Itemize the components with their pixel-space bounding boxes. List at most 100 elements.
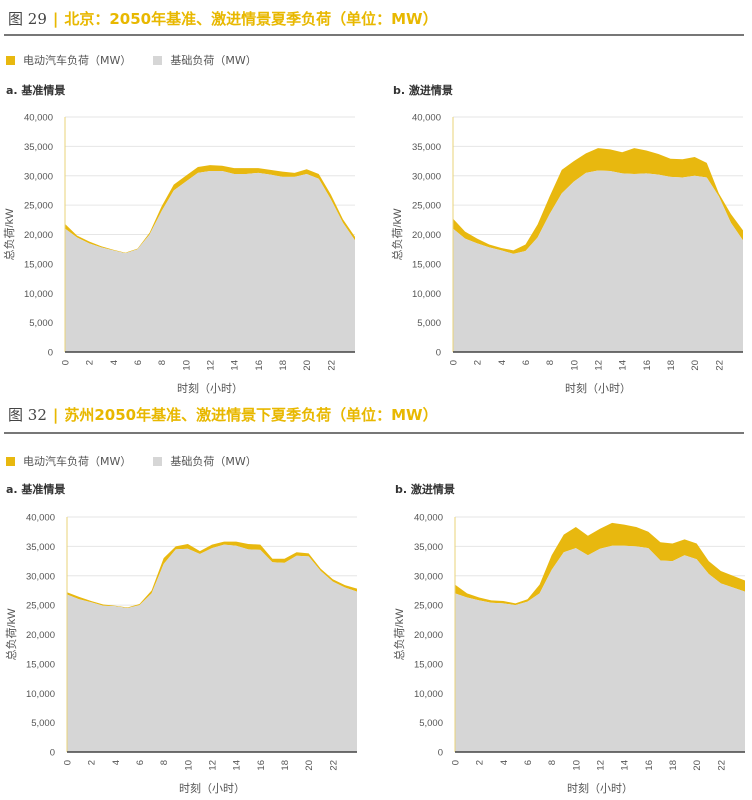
- y-tick-label: 10,000: [26, 689, 55, 700]
- y-tick-label: 10,000: [414, 689, 443, 700]
- x-tick-label: 4: [111, 760, 122, 765]
- y-tick-label: 35,000: [412, 142, 441, 153]
- figure-number-label: 图 29: [8, 10, 47, 28]
- y-tick-label: 10,000: [24, 289, 53, 300]
- y-tick-label: 5,000: [417, 318, 441, 329]
- x-tick-label: 22: [714, 360, 725, 371]
- y-tick-label: 25,000: [24, 201, 53, 212]
- x-tick-label: 6: [135, 760, 146, 765]
- x-tick-label: 20: [692, 760, 703, 771]
- legend-swatch-base: [153, 457, 163, 466]
- x-tick-label: 22: [716, 760, 727, 771]
- x-tick-label: 12: [208, 760, 219, 771]
- x-axis-title: 时刻（小时）: [179, 781, 245, 795]
- y-axis-title: 总负荷/kW: [390, 208, 404, 261]
- y-tick-label: 35,000: [414, 542, 443, 553]
- x-tick-label: 22: [326, 360, 337, 371]
- subtitle-b: b. 激进情景: [395, 483, 455, 496]
- x-tick-label: 18: [666, 360, 677, 371]
- y-tick-label: 25,000: [412, 201, 441, 212]
- x-tick-label: 14: [230, 360, 241, 371]
- base-load-area: [65, 171, 355, 352]
- figure-title: 图 29 | 北京：2050年基准、激进情景夏季负荷（单位：MW）: [8, 10, 438, 28]
- y-tick-label: 20,000: [26, 630, 55, 641]
- y-tick-label: 0: [438, 748, 443, 759]
- y-tick-label: 10,000: [412, 289, 441, 300]
- x-tick-label: 8: [159, 760, 170, 765]
- x-tick-label: 10: [181, 360, 192, 371]
- figure-number: 32: [27, 406, 47, 424]
- x-tick-label: 12: [594, 360, 605, 371]
- x-tick-label: 14: [232, 760, 243, 771]
- x-tick-label: 20: [690, 360, 701, 371]
- y-tick-label: 35,000: [24, 142, 53, 153]
- x-tick-label: 22: [328, 760, 339, 771]
- x-tick-label: 4: [109, 360, 120, 365]
- x-tick-label: 6: [523, 760, 534, 765]
- y-tick-label: 15,000: [24, 259, 53, 270]
- x-tick-label: 8: [547, 760, 558, 765]
- x-tick-label: 4: [497, 360, 508, 365]
- legend-item-base: 基础负荷（MW）: [153, 52, 257, 68]
- x-tick-label: 10: [569, 360, 580, 371]
- x-tick-label: 6: [133, 360, 144, 365]
- chart-beijing-baseline: 0 5,000 10,000 15,000 20,000 25,000 30,000 35,0…: [2, 113, 355, 395]
- x-tick-label: 18: [280, 760, 291, 771]
- x-tick-label: 10: [571, 760, 582, 771]
- base-load-area: [67, 544, 357, 752]
- x-axis-title: 时刻（小时）: [177, 381, 243, 395]
- legend-swatch-ev: [6, 56, 15, 65]
- y-tick-label: 15,000: [412, 259, 441, 270]
- ev-load-area: [455, 522, 745, 606]
- legend-label: 基础负荷（MW）: [170, 455, 257, 468]
- subtitle-b: b. 激进情景: [393, 84, 453, 97]
- y-tick-label: 40,000: [414, 513, 443, 524]
- divider: [4, 34, 744, 36]
- y-tick-label: 30,000: [412, 171, 441, 182]
- x-tick-label: 8: [157, 360, 168, 365]
- legend: 电动汽车负荷（MW） 基础负荷（MW）: [6, 52, 257, 68]
- x-tick-label: 0: [449, 360, 460, 365]
- ev-load-area: [453, 148, 743, 254]
- y-tick-label: 30,000: [414, 571, 443, 582]
- y-tick-label: 15,000: [414, 659, 443, 670]
- y-tick-label: 30,000: [24, 171, 53, 182]
- y-tick-label: 40,000: [26, 513, 55, 524]
- x-axis-title: 时刻（小时）: [565, 381, 631, 395]
- y-tick-label: 5,000: [29, 318, 53, 329]
- x-tick-label: 18: [278, 360, 289, 371]
- x-tick-label: 14: [618, 360, 629, 371]
- x-tick-label: 0: [61, 360, 72, 365]
- x-tick-label: 12: [596, 760, 607, 771]
- legend-item-ev: 电动汽车负荷（MW）: [6, 52, 131, 68]
- legend-swatch-ev: [6, 457, 15, 466]
- base-load-area: [453, 170, 743, 352]
- base-load-area: [455, 545, 745, 752]
- x-tick-label: 10: [183, 760, 194, 771]
- x-tick-label: 16: [642, 360, 653, 371]
- chart-suzhou-aggressive: 0 5,000 10,000 15,000 20,000 25,000 30,000 35,0…: [392, 513, 745, 795]
- figure-number-label: 图 32: [8, 406, 47, 424]
- x-tick-label: 12: [206, 360, 217, 371]
- x-tick-label: 4: [499, 760, 510, 765]
- y-tick-label: 20,000: [412, 230, 441, 241]
- subtitle-a: a. 基准情景: [6, 84, 66, 97]
- y-tick-label: 40,000: [412, 113, 441, 124]
- chart-suzhou-baseline: 0 5,000 10,000 15,000 20,000 25,000 30,000 35,0…: [4, 513, 357, 795]
- y-tick-label: 25,000: [26, 601, 55, 612]
- y-tick-label: 0: [48, 348, 53, 359]
- figure-title: 图 32 | 苏州2050年基准、激进情景下夏季负荷（单位：MW）: [8, 406, 438, 424]
- x-tick-label: 20: [304, 760, 315, 771]
- y-tick-label: 0: [436, 348, 441, 359]
- y-tick-label: 40,000: [24, 113, 53, 124]
- legend: 电动汽车负荷（MW） 基础负荷（MW）: [6, 453, 257, 469]
- x-tick-label: 2: [87, 760, 98, 765]
- y-axis-title: 总负荷/kW: [2, 208, 16, 261]
- x-tick-label: 16: [256, 760, 267, 771]
- x-tick-label: 6: [521, 360, 532, 365]
- x-tick-label: 18: [668, 760, 679, 771]
- x-tick-label: 14: [620, 760, 631, 771]
- x-tick-label: 8: [545, 360, 556, 365]
- figure-number: 29: [27, 10, 47, 28]
- figure-title-text: 北京：2050年基准、激进情景夏季负荷（单位：MW）: [64, 10, 438, 28]
